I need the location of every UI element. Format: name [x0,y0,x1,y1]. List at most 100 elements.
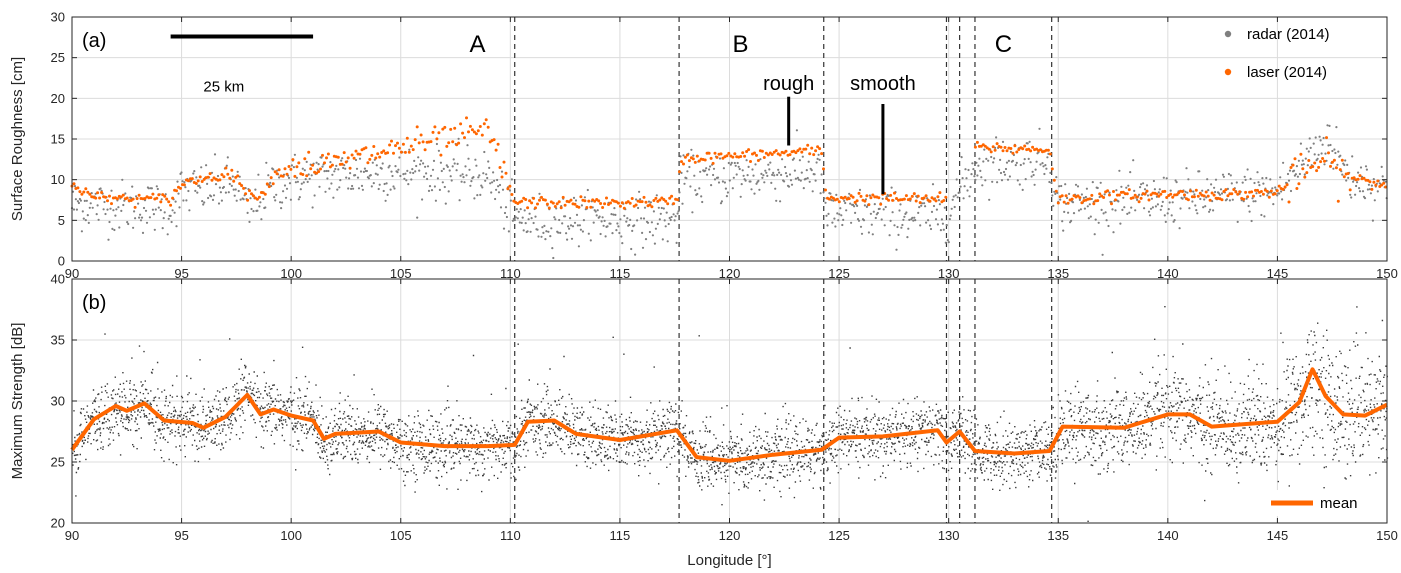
radar-point [1287,179,1291,182]
radar-point [1294,173,1297,176]
radar-point [1084,195,1087,199]
radar-point [284,196,288,199]
radar-point [1054,192,1057,195]
laser-point [869,196,873,200]
x-tick-label: 100 [280,528,302,543]
laser-point [388,143,392,147]
radar-point [668,216,671,220]
laser-point [1244,190,1248,194]
radar-point [420,159,423,162]
radar-point [212,194,216,197]
laser-point [944,195,948,199]
radar-point [1138,193,1141,196]
laser-point [415,125,419,129]
laser-point [1121,190,1125,194]
radar-point [515,208,518,211]
radar-point [987,159,990,162]
laser-point [1299,152,1303,156]
radar-point [859,225,863,228]
radar-point [700,195,703,198]
radar-point [470,180,473,183]
radar-point [999,171,1003,175]
radar-point [227,191,230,194]
radar-point [1331,149,1334,153]
radar-point [759,158,762,161]
laser-point [1163,189,1167,193]
radar-point [787,185,791,188]
radar-point [971,162,974,165]
laser-point [648,203,652,207]
radar-point [969,185,972,189]
laser-point [1382,181,1386,185]
radar-point [872,210,875,213]
radar-point [836,212,839,215]
radar-point [106,208,109,211]
radar-point [598,215,601,218]
radar-point [652,210,656,213]
legend-label: radar (2014) [1247,26,1330,43]
radar-point [387,166,390,169]
radar-point [692,154,695,157]
radar-point [338,186,341,189]
radar-point [307,173,310,176]
laser-point [350,153,354,157]
radar-point [234,188,237,191]
radar-point [728,179,731,182]
radar-point [889,219,892,222]
radar-point [763,181,766,184]
radar-point [1146,194,1150,197]
radar-point [1281,198,1284,201]
radar-point [973,175,976,178]
radar-point [1373,199,1376,202]
radar-point [466,144,469,147]
laser-point [1291,163,1295,167]
laser-point [171,196,175,200]
x-tick-label: 135 [1047,266,1069,281]
radar-point [1247,204,1250,208]
radar-point [485,173,488,176]
radar-point [646,221,650,224]
radar-point [154,208,157,211]
radar-point [1129,171,1132,174]
radar-point [300,182,303,185]
laser-point [317,170,321,174]
radar-point [913,216,916,219]
radar-point [81,210,84,213]
laser-point [175,189,178,193]
radar-point [1195,209,1198,212]
laser-point [1029,149,1033,153]
radar-point [1074,183,1078,186]
radar-point [225,164,228,167]
x-tick-label: 95 [174,528,188,543]
radar-point [822,191,825,194]
laser-point [252,194,255,198]
radar-point [1251,197,1254,200]
radar-point [1114,209,1117,212]
radar-point [279,201,282,204]
radar-point [1086,205,1089,208]
radar-point [536,228,539,231]
radar-point [871,233,874,236]
laser-point [559,206,563,210]
laser-point [1023,144,1027,148]
radar-point [455,169,458,172]
radar-point [178,206,181,209]
laser-point [1336,199,1340,203]
radar-point [259,201,262,204]
radar-point [84,219,87,222]
radar-point [869,212,873,215]
radar-point [440,169,443,173]
laser-point [255,197,259,201]
radar-point [1198,170,1201,173]
radar-point [1369,192,1372,195]
radar-point [167,217,170,220]
laser-point [157,193,161,197]
radar-point [774,187,777,190]
laser-point [605,196,608,200]
radar-point [1213,186,1216,189]
radar-point [372,182,375,185]
radar-point [567,225,570,228]
radar-point [528,212,531,215]
radar-point [113,228,116,232]
radar-point [807,160,810,163]
